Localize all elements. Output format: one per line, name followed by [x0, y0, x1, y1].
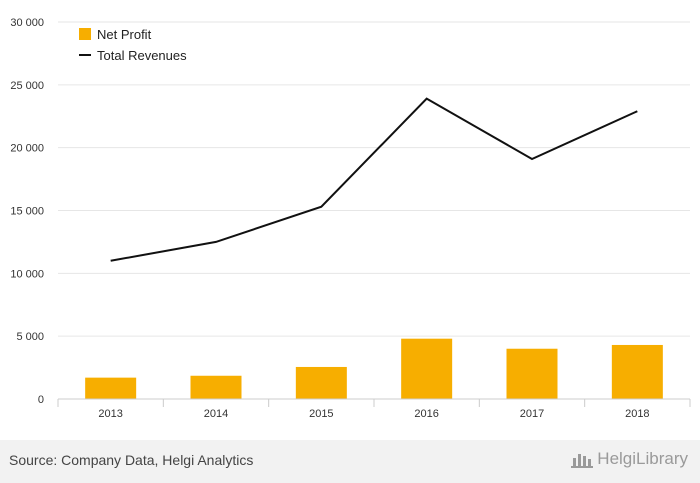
x-tick-label: 2013: [98, 408, 122, 420]
total-revenues-line[interactable]: [110, 97, 638, 262]
source-note: Source: Company Data, Helgi Analytics: [9, 452, 254, 468]
y-tick-label: 5 000: [16, 331, 44, 343]
total-revenues-point-2018[interactable]: [634, 108, 640, 114]
brand-logo[interactable]: HelgiLibrary: [571, 449, 688, 469]
y-tick-label: 25 000: [10, 80, 44, 92]
y-gridlines: [58, 21, 690, 337]
x-tick-label: 2014: [204, 408, 228, 420]
y-tick-label: 30 000: [10, 17, 44, 29]
y-tick-label: 10 000: [10, 268, 44, 280]
legend-swatch-net-profit: [79, 28, 91, 40]
y-tick-label: 20 000: [10, 143, 44, 155]
y-tick-label: 0: [38, 394, 44, 406]
x-axis: 2013 2014 2015 2016 2017 2018: [57, 398, 691, 420]
y-tick-label: 15 000: [10, 206, 44, 218]
net-profit-bar-2014[interactable]: [190, 375, 242, 399]
net-profit-bar-2016[interactable]: [401, 338, 453, 399]
net-profit-bar-2018[interactable]: [611, 344, 663, 399]
net-profit-bar-2015[interactable]: [295, 366, 347, 399]
x-tick-label: 2017: [520, 408, 544, 420]
y-axis-ticks: 0 5 000 10 000 15 000 20 000 25 000 30 000: [10, 17, 44, 406]
net-profit-bar-2017[interactable]: [506, 348, 558, 399]
brand-name: HelgiLibrary: [597, 449, 688, 468]
x-tick-label: 2015: [309, 408, 333, 420]
total-revenues-point-2015[interactable]: [318, 204, 324, 210]
net-profit-bar-2013[interactable]: [85, 377, 137, 399]
total-revenues-point-2016[interactable]: [424, 96, 430, 102]
chart: 0 5 000 10 000 15 000 20 000 25 000 30 000 201…: [10, 17, 691, 420]
net-profit-bars: [85, 338, 663, 399]
legend-label-total-revenues[interactable]: Total Revenues: [97, 48, 187, 63]
total-revenues-point-2013[interactable]: [108, 258, 114, 264]
total-revenues-point-2017[interactable]: [529, 156, 535, 162]
x-tick-label: 2018: [625, 408, 649, 420]
legend[interactable]: Net Profit Total Revenues: [79, 27, 187, 63]
library-building-icon: [571, 454, 594, 468]
total-revenues-point-2014[interactable]: [213, 239, 219, 245]
total-revenues-line-series: [108, 96, 640, 264]
legend-label-net-profit[interactable]: Net Profit: [97, 27, 152, 42]
x-tick-label: 2016: [414, 408, 438, 420]
